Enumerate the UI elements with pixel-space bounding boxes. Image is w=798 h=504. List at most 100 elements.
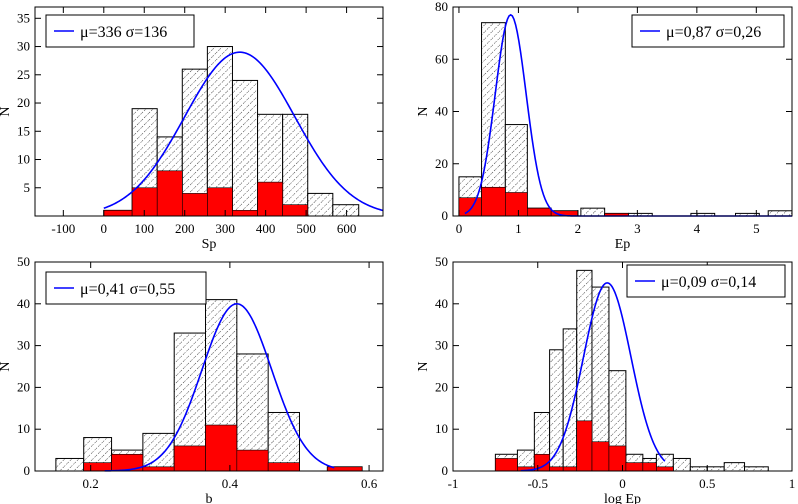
x-axis-label: b: [206, 492, 213, 504]
bar-subset-9: [642, 462, 657, 472]
x-tick-label: 400: [256, 221, 276, 236]
x-tick-label: 200: [175, 221, 195, 236]
bar-total-7: [267, 411, 300, 472]
bar-total-14: [723, 462, 746, 472]
legend: μ=0,09 σ=0,14: [626, 264, 786, 298]
bar-total-8: [307, 192, 334, 217]
y-tick-label: 30: [17, 338, 30, 353]
y-tick-label: 0: [442, 208, 449, 223]
panel-bottom-left: 0.2 0.4 0.6 0 10 20 30 40 50 b Nμ=0,41 σ=0,55: [0, 254, 384, 504]
bar-total-7: [282, 113, 309, 217]
x-tick-label: 0: [101, 221, 108, 236]
bar-subset-3: [142, 466, 175, 472]
y-axis-label: N: [416, 106, 431, 116]
bar-subset-0: [458, 197, 482, 217]
bar-subset-2: [156, 170, 183, 217]
y-tick-label: 30: [17, 39, 30, 54]
x-tick-label: 0.5: [699, 476, 715, 491]
bar-total-0: [55, 457, 85, 472]
bar-total-5: [231, 79, 259, 217]
bar-subset-3: [549, 466, 564, 472]
y-tick-label: 20: [17, 95, 30, 110]
legend-label: μ=0,41 σ=0,55: [80, 281, 175, 298]
legend: μ=0,87 σ=0,26: [631, 14, 785, 48]
bar-subset-7: [267, 462, 300, 472]
bar-subset-6: [591, 441, 610, 472]
legend-label: μ=336 σ=136: [80, 24, 167, 41]
y-tick-label: 20: [17, 379, 30, 394]
y-tick-label: 50: [17, 254, 30, 269]
plot-frame: [34, 261, 384, 472]
bar-total-15: [744, 466, 769, 472]
bar-total-5: [580, 207, 606, 217]
x-tick-label: 5: [753, 221, 760, 236]
y-tick-label: 20: [435, 379, 448, 394]
y-tick-label: 40: [435, 104, 448, 119]
y-tick-label: 10: [17, 152, 30, 167]
bar-subset-4: [207, 187, 233, 217]
bar-subset-5: [205, 424, 238, 472]
bar-subset-3: [181, 193, 208, 217]
bar-subset-7: [608, 445, 627, 472]
y-tick-label: 0: [442, 463, 449, 478]
y-tick-label: 15: [17, 123, 30, 138]
x-tick-label: 4: [694, 221, 701, 236]
bar-subset-8: [625, 462, 644, 472]
bar-total-3: [142, 432, 175, 472]
legend-label: μ=0,87 σ=0,26: [666, 24, 761, 41]
y-tick-label: 5: [24, 180, 31, 195]
x-tick-label: -0.5: [527, 476, 548, 491]
x-tick-label: 0: [456, 221, 463, 236]
x-tick-label: 0.2: [83, 476, 99, 491]
x-tick-label: 2: [575, 221, 582, 236]
y-tick-label: 50: [435, 254, 448, 269]
bar-total-12: [689, 466, 708, 472]
x-axis-label: Sp: [202, 237, 217, 252]
x-tick-label: 0.6: [361, 476, 378, 491]
x-tick-label: 1: [515, 221, 522, 236]
legend-label: μ=0,09 σ=0,14: [661, 274, 756, 291]
fit-curve: [104, 302, 335, 472]
y-tick-label: 40: [17, 296, 30, 311]
y-tick-label: 25: [17, 67, 30, 82]
legend: μ=336 σ=136: [45, 14, 195, 48]
x-tick-label: -100: [51, 221, 75, 236]
y-tick-label: 60: [435, 51, 448, 66]
y-tick-label: 80: [435, 0, 448, 14]
x-tick-label: 100: [135, 221, 155, 236]
x-axis-label: Ep: [615, 237, 631, 252]
x-tick-label: 3: [634, 221, 641, 236]
bar-subset-1: [481, 186, 506, 217]
bar-total-11: [672, 457, 691, 472]
plot-frame: [34, 6, 384, 217]
bar-subset-0: [495, 458, 518, 472]
y-tick-label: 10: [435, 421, 448, 436]
bar-subset-4: [173, 445, 206, 472]
x-tick-label: 500: [296, 221, 316, 236]
bar-subset-4: [562, 466, 578, 472]
y-tick-label: 35: [17, 10, 30, 25]
panel-top-right: 0 1 2 3 4 5 0 20 40 60 80 Ep Nμ=0,87 σ=0,26: [416, 0, 793, 252]
x-tick-label: 600: [337, 221, 357, 236]
fit-curve: [103, 51, 384, 212]
bar-subset-6: [257, 181, 283, 217]
bar-subset-6: [236, 449, 269, 472]
bar-subset-1: [83, 462, 112, 472]
panel-top-left: -100 0 100 200 300 400 500 600 5 10 15 20 25 30 35 Sp Nμ…: [0, 6, 384, 252]
y-axis-label: N: [0, 361, 13, 371]
x-axis-label: log Ep: [604, 492, 641, 504]
bar-total-9: [332, 204, 360, 217]
x-tick-label: 300: [215, 221, 235, 236]
y-tick-label: 40: [435, 296, 448, 311]
bar-subset-7: [282, 204, 309, 217]
x-tick-label: -1: [448, 476, 459, 491]
y-tick-label: 20: [435, 156, 448, 171]
bar-subset-10: [656, 466, 674, 472]
y-axis-label: N: [416, 361, 431, 371]
y-tick-label: 10: [17, 421, 30, 436]
bar-subset-5: [576, 420, 593, 472]
x-tick-label: 0.4: [222, 476, 239, 491]
y-tick-label: 0: [24, 463, 31, 478]
